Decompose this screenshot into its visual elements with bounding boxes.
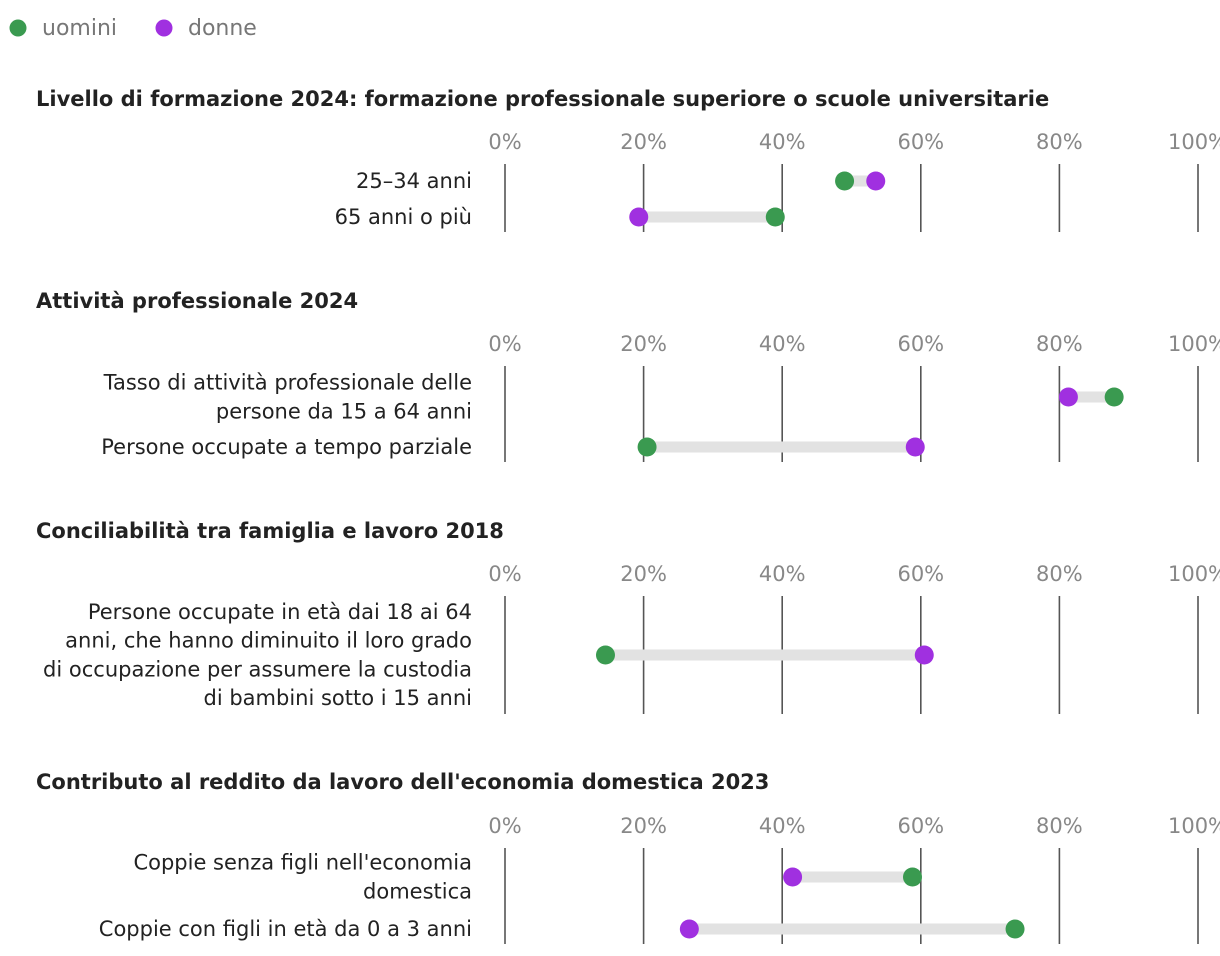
dot-donne xyxy=(679,919,699,939)
dot-donne xyxy=(866,171,886,191)
x-tick-label: 0% xyxy=(488,332,521,356)
x-tick-label: 0% xyxy=(488,130,521,154)
x-tick-label: 0% xyxy=(488,562,521,586)
dot-uomini xyxy=(835,171,855,191)
x-tick-label: 40% xyxy=(759,130,806,154)
row-label-line: Coppie con figli in età da 0 a 3 anni xyxy=(99,917,472,941)
row-label-line: 25–34 anni xyxy=(356,169,472,193)
panel-2: Attività professionale 2024 0% 20% 40% 60% 80… xyxy=(36,289,1220,462)
panel-title: Contributo al reddito da lavoro dell'eco… xyxy=(36,770,769,794)
data-row: Persone occupate a tempo parziale xyxy=(101,435,925,459)
x-tick-label: 60% xyxy=(897,332,944,356)
x-tick-label: 100% xyxy=(1168,130,1220,154)
x-tick-label: 100% xyxy=(1168,332,1220,356)
row-label: Coppie senza figli nell'economia domestic… xyxy=(133,851,472,904)
row-label: Tasso di attività professionale delle per… xyxy=(103,371,472,424)
x-tick-label: 20% xyxy=(620,332,667,356)
legend-label-donne: donne xyxy=(188,16,257,41)
row-label: Persone occupate in età dai 18 ai 64 anni… xyxy=(43,600,472,710)
row-label-line: persone da 15 a 64 anni xyxy=(216,400,472,424)
x-tick-label: 100% xyxy=(1168,562,1220,586)
data-row: Tasso di attività professionale delle per… xyxy=(103,371,1124,424)
row-label-line: Tasso di attività professionale delle xyxy=(103,371,472,395)
legend-item-uomini: uomini xyxy=(9,16,117,41)
x-tick-label: 40% xyxy=(759,562,806,586)
dot-uomini xyxy=(1104,387,1124,407)
row-label-line: di bambini sotto i 15 anni xyxy=(204,686,473,710)
data-row: Coppie senza figli nell'economia domestic… xyxy=(133,851,922,904)
row-label-line: domestica xyxy=(363,880,472,904)
dot-donne xyxy=(629,207,649,227)
x-tick-label: 20% xyxy=(620,130,667,154)
x-tick-label: 20% xyxy=(620,562,667,586)
legend-item-donne: donne xyxy=(155,16,257,41)
panel-title: Attività professionale 2024 xyxy=(36,289,358,313)
dot-donne xyxy=(783,867,803,887)
row-label-line: Coppie senza figli nell'economia xyxy=(133,851,472,875)
data-row: 65 anni o più xyxy=(335,205,785,229)
row-label: Coppie con figli in età da 0 a 3 anni xyxy=(99,917,472,941)
panel-title: Conciliabilità tra famiglia e lavoro 201… xyxy=(36,519,504,543)
dot-uomini xyxy=(1005,919,1025,939)
x-tick-label: 20% xyxy=(620,814,667,838)
x-tick-label: 80% xyxy=(1036,332,1083,356)
dot-donne xyxy=(914,645,934,665)
legend-dot-donne xyxy=(155,19,173,37)
data-row: 25–34 anni xyxy=(356,169,886,193)
row-label: Persone occupate a tempo parziale xyxy=(101,435,472,459)
x-tick-label: 80% xyxy=(1036,130,1083,154)
legend-label-uomini: uomini xyxy=(42,16,117,41)
data-row: Persone occupate in età dai 18 ai 64 anni… xyxy=(43,600,934,710)
row-label: 65 anni o più xyxy=(335,205,472,229)
dot-uomini xyxy=(637,437,657,457)
panel-title: Livello di formazione 2024: formazione p… xyxy=(36,87,1049,111)
panel-3: Conciliabilità tra famiglia e lavoro 201… xyxy=(36,519,1220,714)
data-row: Coppie con figli in età da 0 a 3 anni xyxy=(99,917,1025,941)
x-tick-label: 60% xyxy=(897,814,944,838)
row-label-line: anni, che hanno diminuito il loro grado xyxy=(65,629,472,653)
row-label-line: Persone occupate in età dai 18 ai 64 xyxy=(88,600,472,624)
x-tick-label: 60% xyxy=(897,562,944,586)
x-tick-label: 40% xyxy=(759,332,806,356)
row-label: 25–34 anni xyxy=(356,169,472,193)
panel-1: Livello di formazione 2024: formazione p… xyxy=(36,87,1220,232)
row-label-line: Persone occupate a tempo parziale xyxy=(101,435,472,459)
row-label-line: di occupazione per assumere la custodia xyxy=(43,657,472,681)
dot-donne xyxy=(1058,387,1078,407)
x-tick-label: 100% xyxy=(1168,814,1220,838)
x-tick-label: 80% xyxy=(1036,814,1083,838)
row-label-line: 65 anni o più xyxy=(335,205,472,229)
dot-uomini xyxy=(765,207,785,227)
panel-4: Contributo al reddito da lavoro dell'eco… xyxy=(36,770,1220,944)
x-tick-label: 60% xyxy=(897,130,944,154)
dot-uomini xyxy=(595,645,615,665)
x-tick-label: 40% xyxy=(759,814,806,838)
x-tick-label: 80% xyxy=(1036,562,1083,586)
legend-dot-uomini xyxy=(9,19,27,37)
dot-donne xyxy=(905,437,925,457)
dot-uomini xyxy=(902,867,922,887)
x-tick-label: 0% xyxy=(488,814,521,838)
